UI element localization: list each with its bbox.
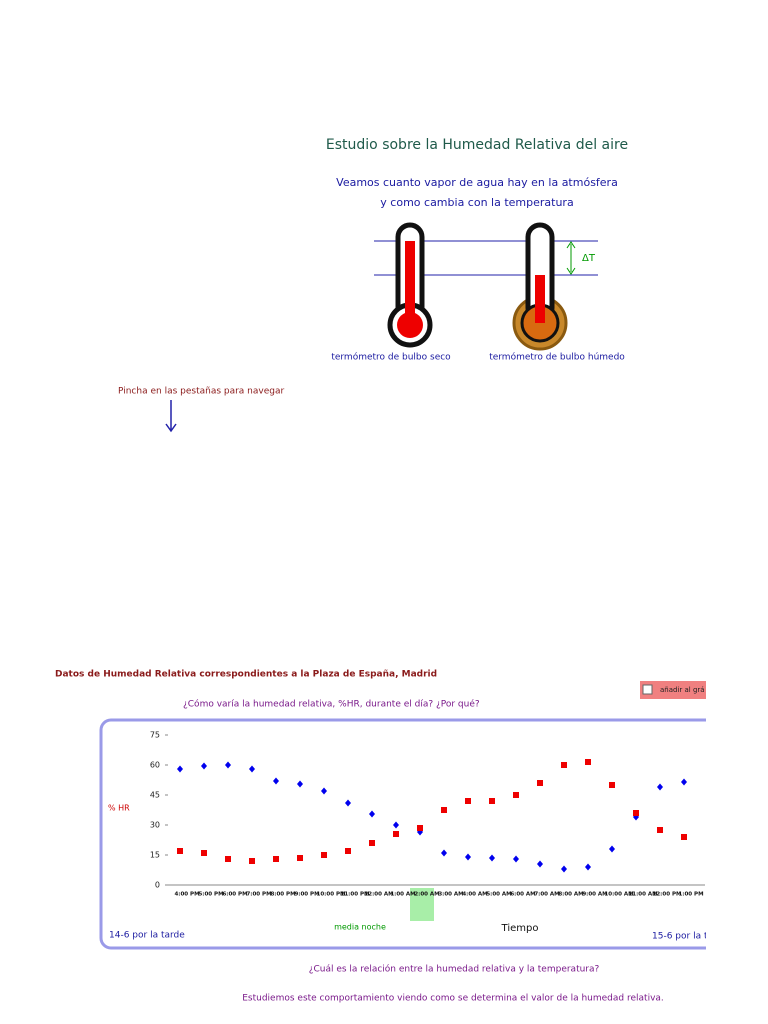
point [297, 780, 303, 788]
x-tick-label: 4:00 PM [174, 892, 199, 898]
y-tick-label: 45 [150, 791, 160, 800]
point [657, 783, 663, 791]
dry-thermometer [387, 222, 433, 348]
x-tick-label: 10:00 PM [317, 892, 346, 898]
point [249, 765, 255, 773]
point [633, 810, 639, 816]
y-tick-label: 75 [150, 731, 160, 740]
x-tick-label: 5:00 AM [486, 892, 511, 898]
point [585, 863, 591, 871]
footer-note: Estudiemos este comportamiento viendo co… [242, 994, 664, 1004]
point [345, 799, 351, 807]
point [537, 860, 543, 868]
point [321, 787, 327, 795]
point [609, 845, 615, 853]
x-tick-label: 12:00 AM [364, 892, 393, 898]
y-tick-label: 15 [150, 851, 160, 860]
point [201, 762, 207, 770]
point [273, 856, 279, 862]
x-tick-label: 4:00 AM [462, 892, 487, 898]
x-tick-label: 6:00 PM [222, 892, 247, 898]
point [321, 852, 327, 858]
section-question: ¿Cómo varía la humedad relativa, %HR, du… [183, 699, 480, 710]
x-tick-label: 3:00 AM [438, 892, 463, 898]
nav-arrow [165, 400, 177, 433]
point [489, 854, 495, 862]
x-tick-label: 7:00 AM [534, 892, 559, 898]
checkbox-label: añadir al grá [660, 686, 705, 694]
point [369, 810, 375, 818]
checkbox[interactable] [642, 684, 653, 695]
point [513, 792, 519, 798]
midnight-highlight [410, 888, 434, 921]
point [609, 782, 615, 788]
x-tick-label: 6:00 AM [510, 892, 535, 898]
checkbox-panel [640, 681, 706, 699]
point [297, 855, 303, 861]
wet-label: termómetro de bulbo húmedo [489, 352, 625, 363]
point [441, 807, 447, 813]
point [465, 853, 471, 861]
section-title: Datos de Humedad Relativa correspondient… [55, 670, 437, 680]
x-tick-label: 1:00 PM [678, 892, 703, 898]
point [177, 848, 183, 854]
point [225, 856, 231, 862]
x-tick-label: 9:00 PM [294, 892, 319, 898]
point [369, 840, 375, 846]
point [393, 831, 399, 837]
point [657, 827, 663, 833]
x-tick-label: 11:00 PM [341, 892, 370, 898]
y-tick-label: 0 [155, 881, 160, 890]
x-tick-label: 8:00 PM [270, 892, 295, 898]
title: Estudio sobre la Humedad Relativa del ai… [326, 137, 628, 153]
x-tick-label: 7:00 PM [246, 892, 271, 898]
y-axis-label: % HR [108, 804, 130, 813]
point [177, 765, 183, 773]
x-tick-label: 8:00 AM [558, 892, 583, 898]
x-tick-label: 12:00 PM [653, 892, 682, 898]
x-tick-label: 2:00 AM [414, 892, 439, 898]
point [681, 778, 687, 786]
wet-thermometer [512, 222, 568, 351]
point [585, 759, 591, 765]
x-tick-label: 11:00 AM [628, 892, 657, 898]
subtitle: y como cambia con la temperatura [380, 196, 573, 209]
point [513, 855, 519, 863]
point [273, 777, 279, 785]
x-tick-label: 1:00 AM [390, 892, 415, 898]
point [201, 850, 207, 856]
page-edge [706, 640, 768, 1024]
point [249, 858, 255, 864]
y-tick-label: 30 [150, 821, 160, 830]
point [465, 798, 471, 804]
x-tick-label: 10:00 AM [604, 892, 633, 898]
subtitle: Veamos cuanto vapor de agua hay en la at… [336, 176, 618, 189]
point [225, 761, 231, 769]
point [441, 849, 447, 857]
point [537, 780, 543, 786]
y-tick-label: 60 [150, 761, 160, 770]
dry-label: termómetro de bulbo seco [331, 352, 451, 363]
x-axis-label: Tiempo [501, 923, 539, 934]
point [561, 865, 567, 873]
annotation: 14-6 por la tarde [109, 931, 185, 941]
point [417, 825, 423, 831]
point [345, 848, 351, 854]
nav-hint: Pincha en las pestañas para navegar [118, 387, 284, 397]
point [681, 834, 687, 840]
annotation: 15-6 por la t [652, 932, 708, 942]
x-tick-label: 9:00 AM [582, 892, 607, 898]
point [393, 821, 399, 829]
point [561, 762, 567, 768]
x-tick-label: 5:00 PM [198, 892, 223, 898]
footer-question: ¿Cuál es la relación entre la humedad re… [309, 964, 600, 975]
annotation: media noche [334, 923, 386, 932]
delta-label: ΔT [582, 253, 596, 264]
delta-arrow-heads [566, 241, 576, 275]
point [489, 798, 495, 804]
